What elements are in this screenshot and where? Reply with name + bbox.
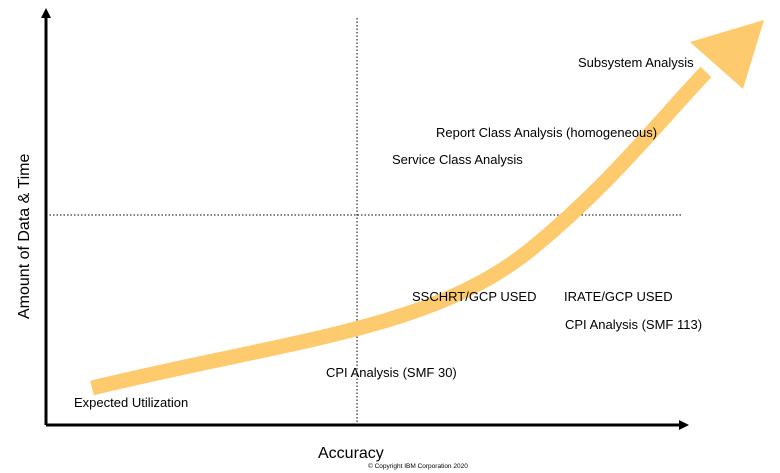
label-service-class-analysis: Service Class Analysis [392, 152, 523, 167]
growth-arrow-body [90, 66, 712, 396]
label-sschrt-gcp-used: SSCHRT/GCP USED [412, 289, 537, 304]
growth-curve-arrow [90, 20, 764, 396]
copyright-notice: © Copyright IBM Corporation 2020 [368, 462, 468, 470]
label-subsystem-analysis: Subsystem Analysis [578, 55, 694, 70]
label-cpi-analysis-smf113: CPI Analysis (SMF 113) [565, 317, 702, 332]
label-expected-utilization: Expected Utilization [74, 395, 188, 410]
y-axis-title: Amount of Data & Time [16, 153, 33, 319]
label-cpi-analysis-smf30: CPI Analysis (SMF 30) [326, 365, 457, 380]
label-report-class-analysis: Report Class Analysis (homogeneous) [436, 125, 657, 140]
label-irate-gcp-used: IRATE/GCP USED [564, 289, 673, 304]
x-axis-title: Accuracy [318, 445, 384, 462]
growth-arrow-head [690, 20, 764, 89]
